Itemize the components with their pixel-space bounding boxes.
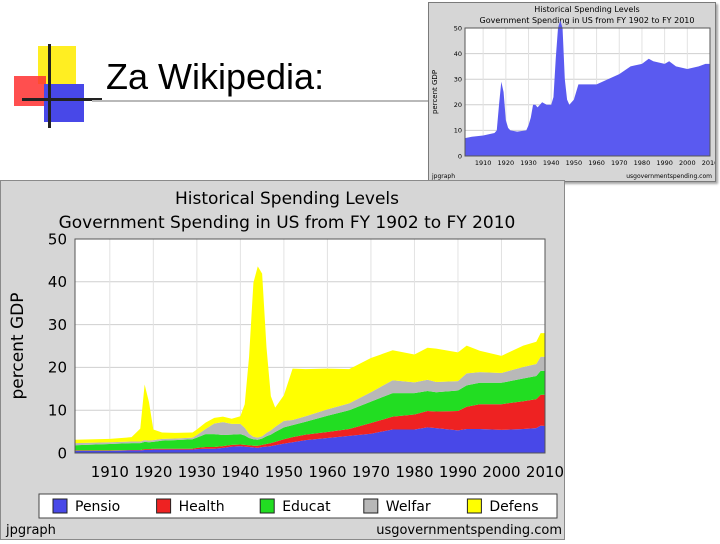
large-footer-left: jpgraph [5,523,56,538]
small-xtick-2000: 2000 [679,159,696,167]
large-legend-label-educat: Educat [282,499,331,515]
large-xtick-2010: 2010 [526,463,564,481]
large-ytick-20: 20 [48,359,67,377]
small-ytick-10: 10 [454,127,462,135]
small-xtick-1910: 1910 [475,159,492,167]
large-legend-swatch-defens [466,498,482,514]
large-legend-swatch-welfar [363,498,379,514]
slide-title: Za Wikipedia: [106,56,325,97]
slide-decoration-vertical-line [48,44,51,128]
large-legend-label-pensio: Pensio [75,499,120,515]
small-xtick-1970: 1970 [611,159,628,167]
large-xtick-1980: 1980 [395,463,433,481]
small-footer-right: usgovernmentspending.com [626,173,712,180]
chart-large: Historical Spending Levels Government Spe… [0,180,565,540]
large-xtick-1950: 1950 [265,463,303,481]
small-xtick-1920: 1920 [498,159,515,167]
small-ytick-40: 40 [454,50,462,58]
large-plot-border [74,238,546,454]
large-xtick-1970: 1970 [352,463,390,481]
large-xtick-1930: 1930 [178,463,216,481]
large-xtick-2000: 2000 [482,463,520,481]
small-plot-border [464,27,711,157]
small-xtick-2010: 2010 [702,159,715,167]
small-ytick-30: 30 [454,75,462,83]
chart-large-svg: Historical Spending Levels Government Spe… [5,189,564,538]
small-ytick-0: 0 [458,152,462,160]
large-xtick-1990: 1990 [439,463,477,481]
large-ytick-40: 40 [48,273,67,291]
large-ytick-50: 50 [48,230,67,248]
chart-small: Historical Spending Levels Government Spe… [428,2,718,182]
large-legend-label-defens: Defens [489,499,538,515]
large-xtick-1940: 1940 [221,463,259,481]
small-area-total-spending [465,20,710,156]
large-ytick-10: 10 [48,401,67,419]
large-subtitle: Government Spending in US from FY 1902 t… [59,213,516,233]
large-area-educat [75,370,545,451]
large-xtick-1920: 1920 [134,463,172,481]
large-footer-right: usgovernmentspending.com [376,523,562,538]
small-xtick-1980: 1980 [634,159,651,167]
slide-decoration-horizontal-line [22,98,102,101]
large-ylabel: percent GDP [8,292,28,399]
large-ytick-0: 0 [57,444,67,462]
small-xtick-1950: 1950 [566,159,583,167]
small-title: Historical Spending Levels [534,5,639,14]
large-area-health [75,394,545,451]
chart-small-svg: Historical Spending Levels Government Spe… [431,5,718,180]
large-legend-swatch-pensio [52,498,68,514]
small-xtick-1960: 1960 [588,159,605,167]
title-underline [92,100,430,102]
large-title: Historical Spending Levels [175,189,399,209]
small-subtitle: Government Spending in US from FY 1902 t… [480,16,695,25]
large-area-pensio [75,425,545,453]
large-legend-swatch-educat [259,498,275,514]
small-xtick-1940: 1940 [543,159,560,167]
small-xtick-1930: 1930 [520,159,537,167]
small-ytick-20: 20 [454,101,462,109]
large-legend-label-health: Health [179,499,225,515]
large-xtick-1910: 1910 [91,463,129,481]
large-legend-swatch-health [156,498,172,514]
large-ytick-30: 30 [48,316,67,334]
small-ylabel: percent GDP [431,70,439,114]
large-legend-label-welfar: Welfar [386,499,431,515]
small-ytick-50: 50 [454,24,462,32]
small-xtick-1990: 1990 [656,159,673,167]
slide-decoration-red-square [14,76,46,106]
large-xtick-1960: 1960 [308,463,346,481]
small-footer-left: jpgraph [431,173,455,180]
large-area-defens [75,266,545,444]
